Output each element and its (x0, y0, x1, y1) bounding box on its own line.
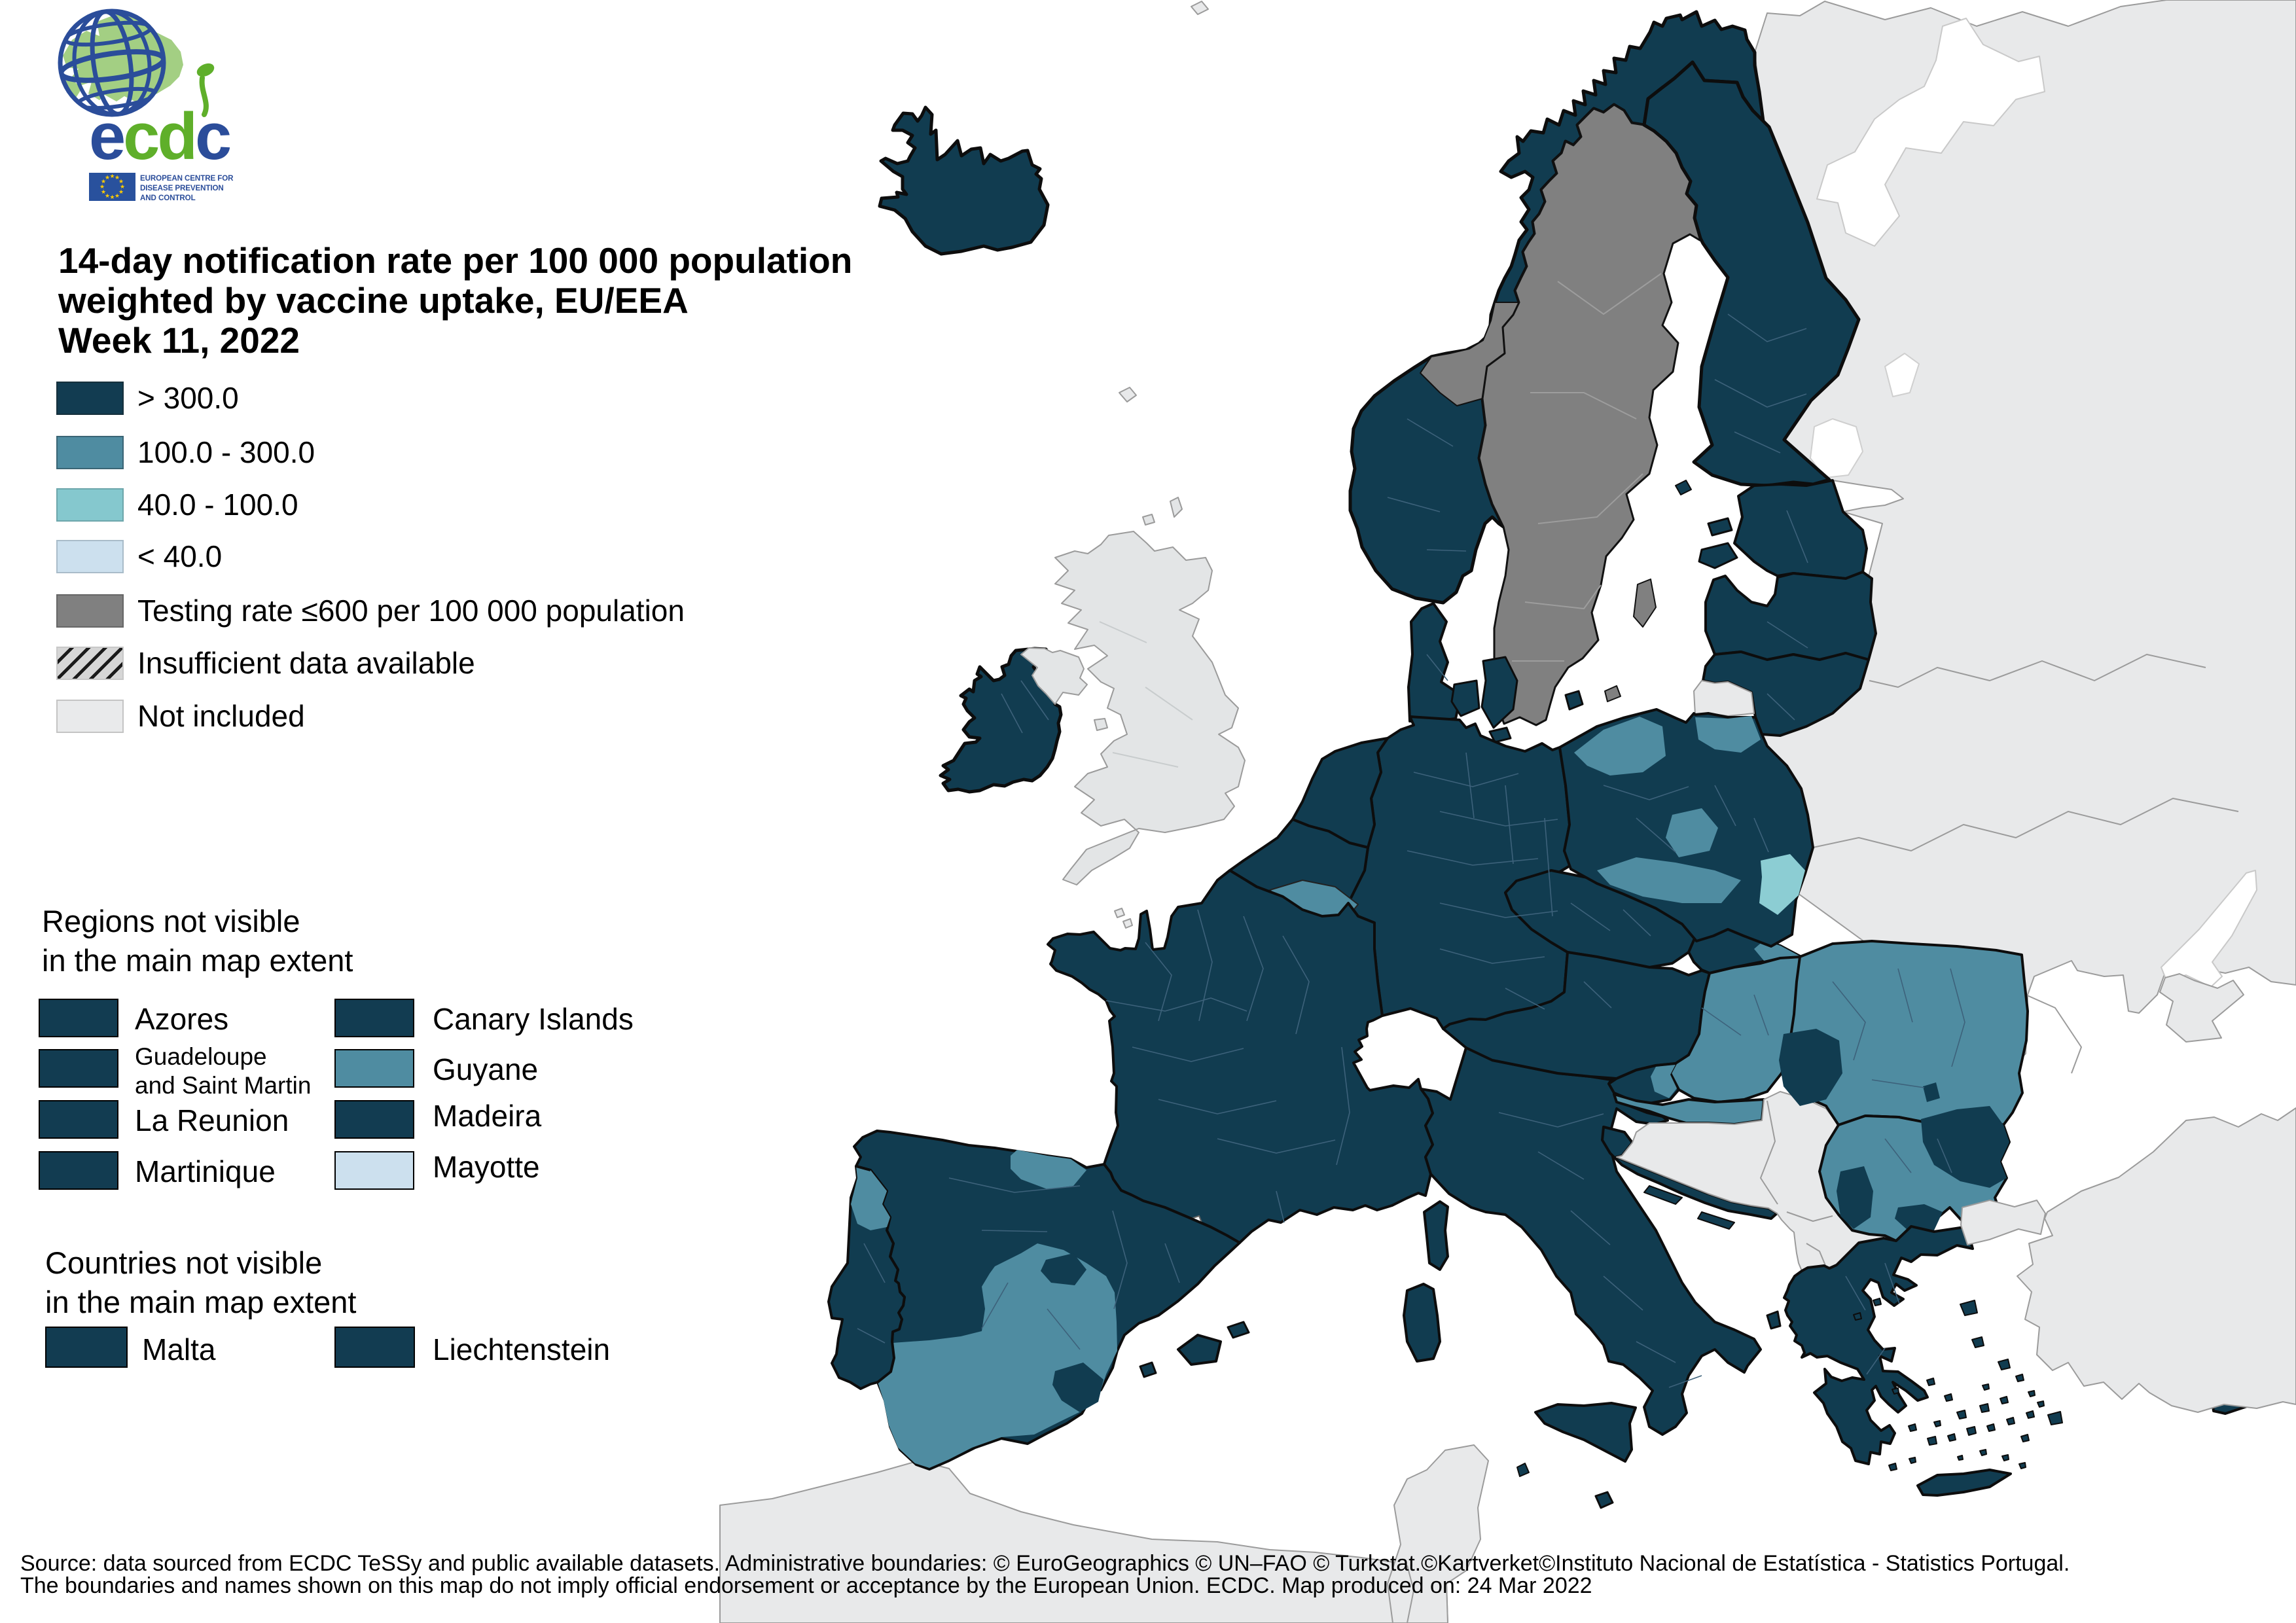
svg-text:DISEASE PREVENTION: DISEASE PREVENTION (140, 184, 224, 192)
svg-text:★: ★ (120, 183, 125, 190)
svg-text:★: ★ (115, 174, 120, 181)
svg-text:★: ★ (118, 178, 124, 185)
svg-text:★: ★ (101, 188, 106, 195)
svg-text:★: ★ (105, 174, 110, 181)
svg-text:★: ★ (118, 188, 124, 195)
svg-text:ecdc: ecdc (89, 100, 230, 173)
svg-text:★: ★ (109, 194, 115, 200)
svg-text:★: ★ (105, 192, 110, 199)
svg-text:★: ★ (109, 173, 115, 179)
svg-text:AND CONTROL: AND CONTROL (140, 194, 196, 202)
svg-text:★: ★ (99, 183, 105, 190)
svg-text:EUROPEAN CENTRE FOR: EUROPEAN CENTRE FOR (140, 174, 234, 183)
svg-text:★: ★ (115, 192, 120, 199)
svg-text:★: ★ (101, 178, 106, 185)
